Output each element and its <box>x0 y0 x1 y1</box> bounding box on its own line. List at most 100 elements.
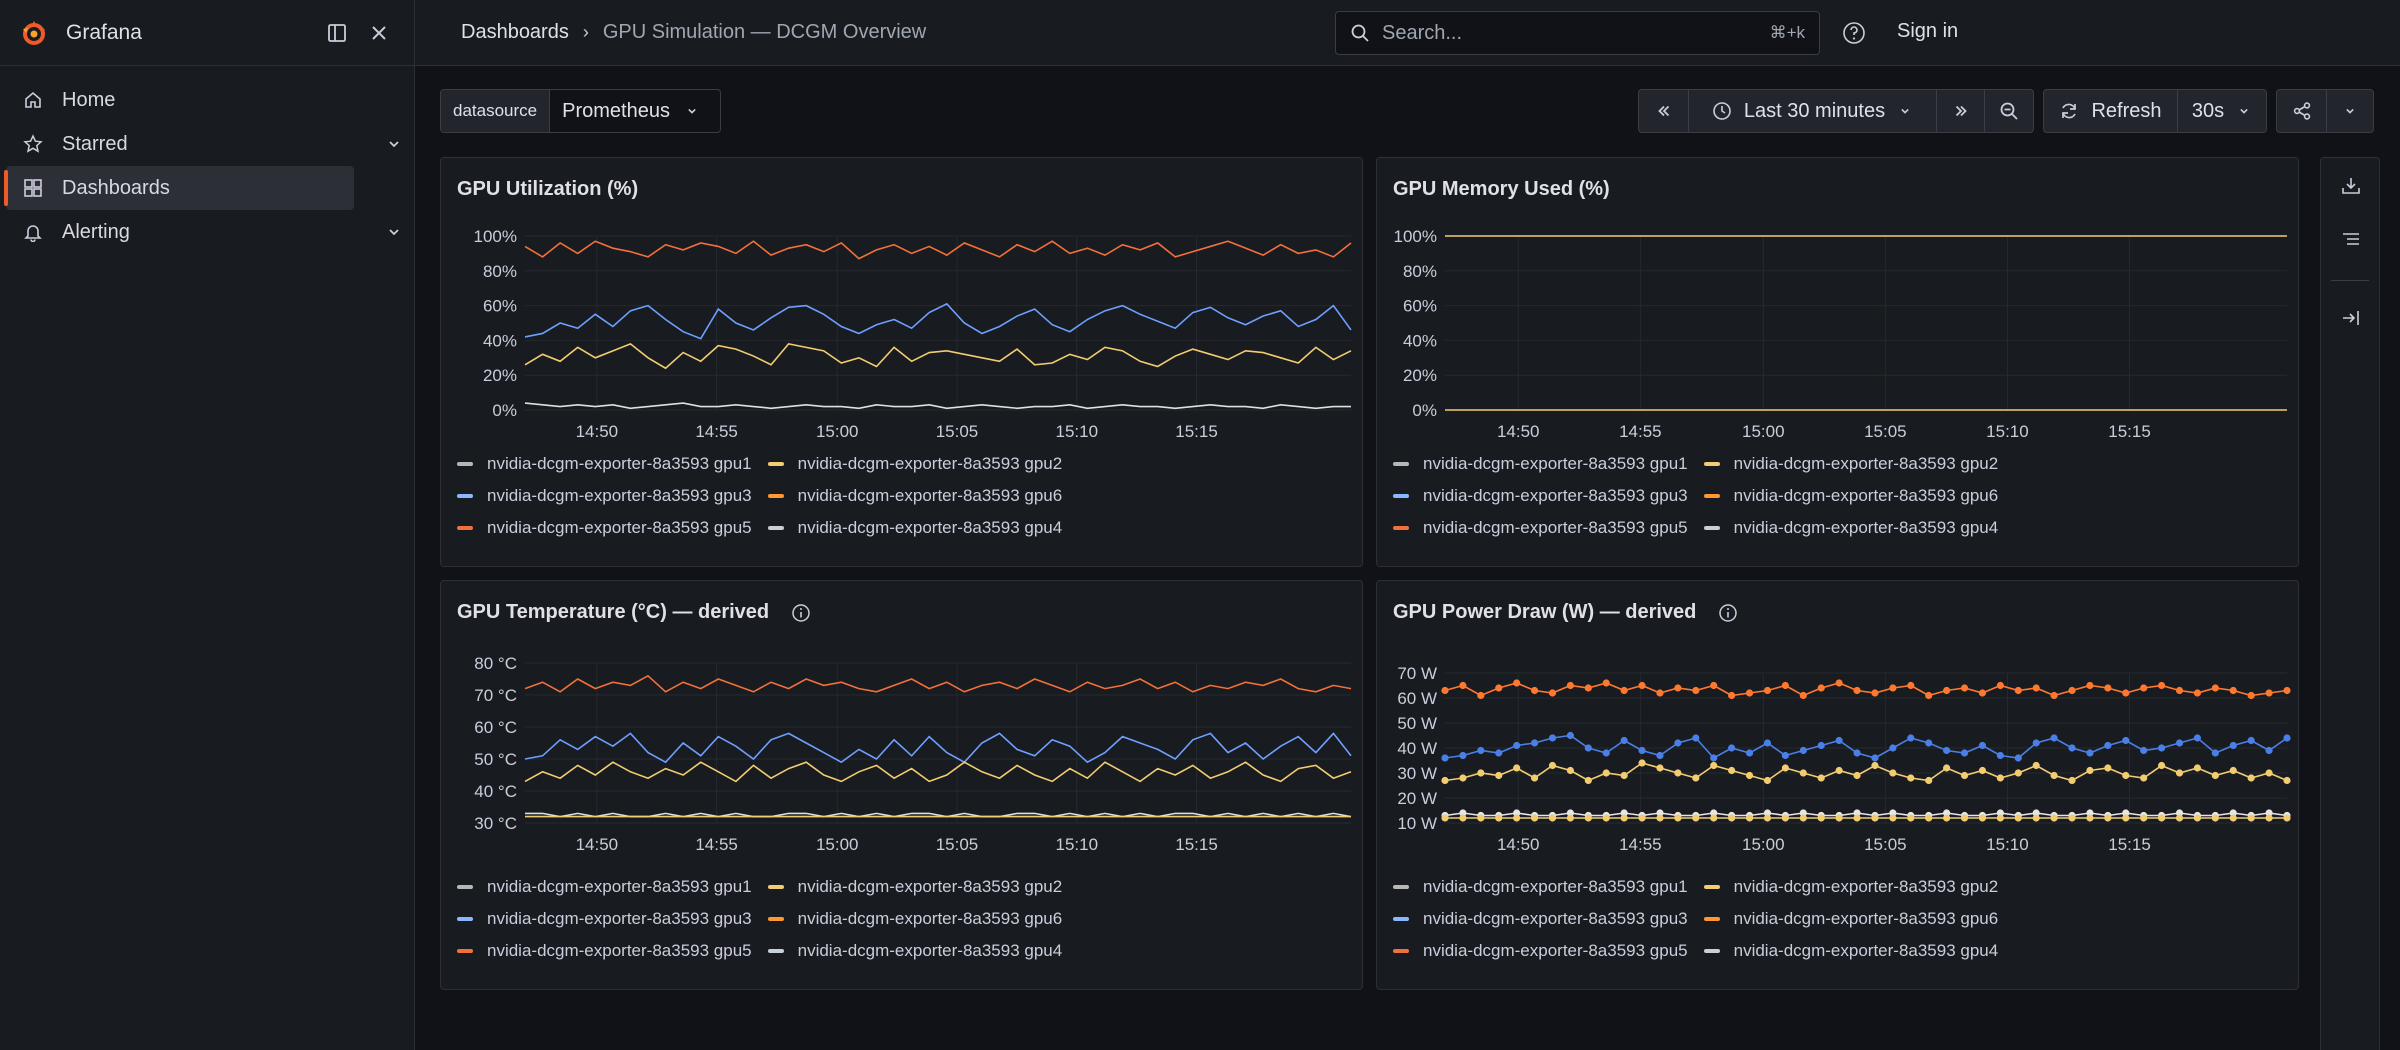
series-line <box>524 342 1352 370</box>
data-point <box>2211 771 2219 780</box>
share-button[interactable] <box>2277 90 2327 132</box>
data-point <box>1817 814 1825 822</box>
legend-item[interactable]: nvidia-dcgm-exporter-8a3593 gpu6 <box>767 909 1062 929</box>
data-point <box>1710 681 1718 690</box>
legend-swatch <box>1393 885 1409 889</box>
y-tick-label: 20% <box>1403 366 1437 385</box>
legend-item[interactable]: nvidia-dcgm-exporter-8a3593 gpu5 <box>457 941 752 961</box>
data-point <box>1441 754 1449 762</box>
zoom-out-button[interactable] <box>1985 90 2033 132</box>
legend-item[interactable]: nvidia-dcgm-exporter-8a3593 gpu1 <box>457 877 752 897</box>
legend-item[interactable]: nvidia-dcgm-exporter-8a3593 gpu4 <box>767 941 1062 961</box>
sidebar-item-starred[interactable]: Starred <box>6 122 399 166</box>
legend-item[interactable]: nvidia-dcgm-exporter-8a3593 gpu5 <box>1393 941 1688 961</box>
data-point <box>1584 776 1592 785</box>
share-options-button[interactable] <box>2327 90 2373 132</box>
clock-icon <box>1713 102 1731 120</box>
sign-in-link[interactable]: Sign in <box>1897 20 1959 42</box>
x-tick-label: 15:00 <box>816 422 859 441</box>
time-back-button[interactable] <box>1639 90 1689 132</box>
chevron-down-icon[interactable] <box>384 134 404 154</box>
data-point <box>2068 776 2076 785</box>
panel-title[interactable]: GPU Utilization (%) <box>457 178 638 201</box>
legend-item[interactable]: nvidia-dcgm-exporter-8a3593 gpu1 <box>1393 454 1688 474</box>
info-icon[interactable] <box>791 603 811 623</box>
legend-item[interactable]: nvidia-dcgm-exporter-8a3593 gpu5 <box>457 518 752 538</box>
panel-title[interactable]: GPU Temperature (°C) — derived <box>457 601 811 624</box>
data-point <box>1674 814 1682 822</box>
legend-item[interactable]: nvidia-dcgm-exporter-8a3593 gpu4 <box>1703 941 1998 961</box>
y-tick-label: 100% <box>1394 227 1437 246</box>
data-point <box>1853 814 1861 822</box>
refresh-button[interactable]: Refresh <box>2044 90 2178 132</box>
legend-item[interactable]: nvidia-dcgm-exporter-8a3593 gpu6 <box>1703 486 1998 506</box>
legend-item[interactable]: nvidia-dcgm-exporter-8a3593 gpu6 <box>1703 909 1998 929</box>
x-tick-label: 15:15 <box>1175 835 1218 854</box>
dock-menu-button[interactable] <box>320 16 354 50</box>
x-tick-label: 15:15 <box>2108 422 2151 441</box>
legend-item[interactable]: nvidia-dcgm-exporter-8a3593 gpu3 <box>457 486 752 506</box>
x-tick-label: 14:55 <box>1619 835 1662 854</box>
data-point <box>1566 809 1575 817</box>
close-menu-button[interactable] <box>362 16 396 50</box>
legend-item[interactable]: nvidia-dcgm-exporter-8a3593 gpu2 <box>767 877 1062 897</box>
legend-item[interactable]: nvidia-dcgm-exporter-8a3593 gpu2 <box>1703 454 1998 474</box>
time-range-picker[interactable]: Last 30 minutes <box>1689 90 1937 132</box>
legend-item[interactable]: nvidia-dcgm-exporter-8a3593 gpu3 <box>457 909 752 929</box>
legend-item[interactable]: nvidia-dcgm-exporter-8a3593 gpu3 <box>1393 909 1688 929</box>
panel-title[interactable]: GPU Power Draw (W) — derived <box>1393 601 1738 624</box>
y-tick-label: 30 °C <box>474 814 517 833</box>
sidebar: Grafana Home Starred Dashboards Alerting <box>0 0 415 1050</box>
legend-label: nvidia-dcgm-exporter-8a3593 gpu4 <box>797 518 1063 537</box>
data-point <box>1656 751 1664 760</box>
data-point <box>1960 749 1969 757</box>
legend-item[interactable]: nvidia-dcgm-exporter-8a3593 gpu2 <box>767 454 1062 474</box>
x-tick-label: 15:05 <box>936 422 979 441</box>
sidebar-item-alerting[interactable]: Alerting <box>6 210 399 254</box>
info-icon[interactable] <box>1718 603 1738 623</box>
data-point <box>2140 684 2148 692</box>
data-point <box>1620 771 1628 780</box>
legend-row: nvidia-dcgm-exporter-8a3593 gpu5 nvidia-d… <box>457 935 1337 967</box>
help-icon[interactable] <box>1840 19 1868 47</box>
search-input[interactable]: Search... ⌘+k <box>1335 11 1820 55</box>
refresh-interval-picker[interactable]: 30s <box>2178 90 2266 132</box>
data-point <box>1710 761 1718 770</box>
legend-item[interactable]: nvidia-dcgm-exporter-8a3593 gpu5 <box>1393 518 1688 538</box>
panel-title[interactable]: GPU Memory Used (%) <box>1393 178 1610 201</box>
legend-item[interactable]: nvidia-dcgm-exporter-8a3593 gpu3 <box>1393 486 1688 506</box>
collapse-right-icon[interactable] <box>2339 306 2363 330</box>
legend-swatch <box>1703 526 1720 530</box>
data-point <box>2157 681 2166 690</box>
legend-item[interactable]: nvidia-dcgm-exporter-8a3593 gpu1 <box>1393 877 1688 897</box>
breadcrumb-dashboards[interactable]: Dashboards <box>461 21 569 43</box>
y-tick-label: 80 °C <box>474 654 517 673</box>
sidebar-item-home[interactable]: Home <box>6 78 354 122</box>
sidebar-item-dashboards[interactable]: Dashboards <box>4 166 354 210</box>
data-point <box>1853 809 1861 817</box>
legend-item[interactable]: nvidia-dcgm-exporter-8a3593 gpu1 <box>457 454 752 474</box>
grafana-logo-icon[interactable] <box>18 17 50 49</box>
time-forward-button[interactable] <box>1937 90 1985 132</box>
legend-item[interactable]: nvidia-dcgm-exporter-8a3593 gpu2 <box>1703 877 1998 897</box>
chevron-down-icon[interactable] <box>384 222 404 242</box>
data-point <box>1925 814 1933 822</box>
data-point <box>1674 769 1682 777</box>
data-point <box>1925 739 1933 747</box>
datasource-select[interactable]: Prometheus <box>550 90 721 132</box>
data-point <box>2032 814 2040 822</box>
data-point <box>1889 809 1897 817</box>
data-point <box>1943 686 1951 695</box>
legend-label: nvidia-dcgm-exporter-8a3593 gpu6 <box>797 486 1063 505</box>
outline-list-icon[interactable] <box>2339 228 2363 252</box>
data-point <box>2175 769 2184 777</box>
legend-label: nvidia-dcgm-exporter-8a3593 gpu1 <box>1423 454 1688 473</box>
download-icon[interactable] <box>2339 174 2363 198</box>
data-point <box>2175 686 2184 695</box>
data-point <box>1960 684 1969 692</box>
legend-item[interactable]: nvidia-dcgm-exporter-8a3593 gpu4 <box>767 518 1063 538</box>
sidebar-item-label: Starred <box>62 132 128 155</box>
data-point <box>1692 734 1700 742</box>
legend-item[interactable]: nvidia-dcgm-exporter-8a3593 gpu4 <box>1703 518 1998 538</box>
legend-item[interactable]: nvidia-dcgm-exporter-8a3593 gpu6 <box>767 486 1063 506</box>
